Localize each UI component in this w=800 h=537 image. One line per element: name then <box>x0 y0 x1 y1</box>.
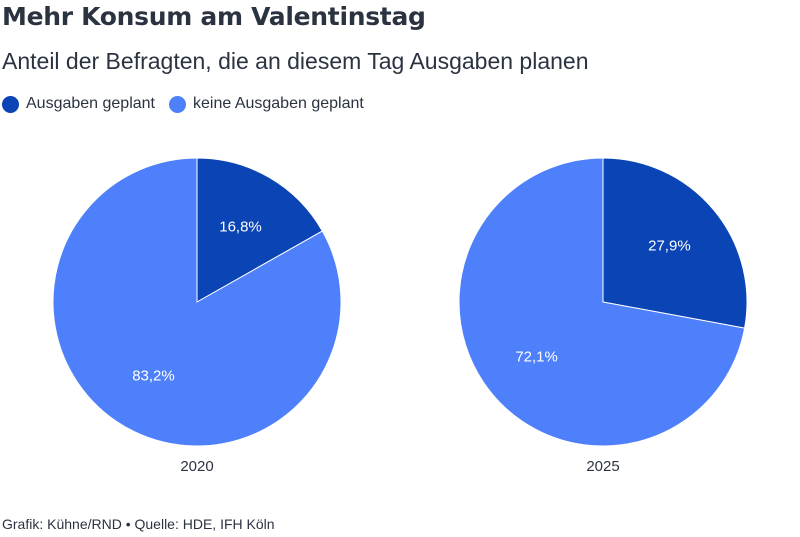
source-footer: Grafik: Kühne/RND • Quelle: HDE, IFH Köl… <box>2 516 275 532</box>
pie-slice-not-planned-2020 <box>52 157 342 447</box>
pie-year-label-2020: 2020 <box>180 458 213 475</box>
pie-chart-2020: 16,8% 83,2% 2020 <box>52 157 342 475</box>
chart-title: Mehr Konsum am Valentinstag <box>2 2 426 31</box>
pie-value-label-not-planned-2020: 83,2% <box>132 368 175 385</box>
pie-value-label-planned-2025: 27,9% <box>648 238 691 255</box>
legend-label-not-planned: keine Ausgaben geplant <box>193 95 364 112</box>
pie-value-label-not-planned-2025: 72,1% <box>515 348 558 365</box>
pie-value-label-planned-2020: 16,8% <box>219 218 262 235</box>
legend-swatch-planned <box>2 95 19 113</box>
legend-label-planned: Ausgaben geplant <box>26 95 155 112</box>
chart-subtitle: Anteil der Befragten, die an diesem Tag … <box>2 48 589 74</box>
pie-slice-planned-2025 <box>602 157 748 329</box>
legend-item-planned: Ausgaben geplant <box>2 95 155 113</box>
legend-item-not-planned: keine Ausgaben geplant <box>169 95 364 113</box>
pie-year-label-2025: 2025 <box>586 458 619 475</box>
legend: Ausgaben geplant keine Ausgaben geplant <box>2 95 378 113</box>
legend-swatch-not-planned <box>169 95 186 113</box>
pie-slice-planned-2020 <box>196 157 323 303</box>
pie-slice-not-planned-2025 <box>458 157 746 447</box>
pie-chart-2025: 27,9% 72,1% 2025 <box>458 157 748 475</box>
